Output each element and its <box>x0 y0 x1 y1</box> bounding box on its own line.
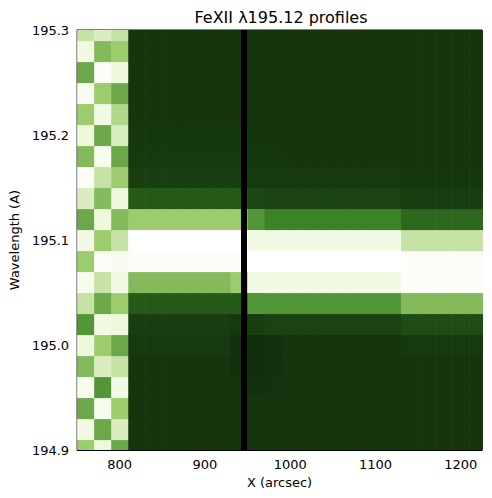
svg-text:195.3: 195.3 <box>32 23 69 38</box>
svg-text:900: 900 <box>193 457 218 472</box>
svg-text:194.9: 194.9 <box>32 443 69 458</box>
svg-text:FeXII λ195.12 profiles: FeXII λ195.12 profiles <box>194 8 367 27</box>
svg-text:Wavelength (A): Wavelength (A) <box>7 190 22 290</box>
svg-text:1000: 1000 <box>274 457 307 472</box>
svg-text:1100: 1100 <box>359 457 392 472</box>
svg-text:1200: 1200 <box>444 457 477 472</box>
svg-text:X (arcsec): X (arcsec) <box>247 475 312 490</box>
svg-text:195.0: 195.0 <box>32 338 69 353</box>
svg-text:800: 800 <box>107 457 132 472</box>
svg-text:195.1: 195.1 <box>32 233 69 248</box>
svg-text:195.2: 195.2 <box>32 128 69 143</box>
